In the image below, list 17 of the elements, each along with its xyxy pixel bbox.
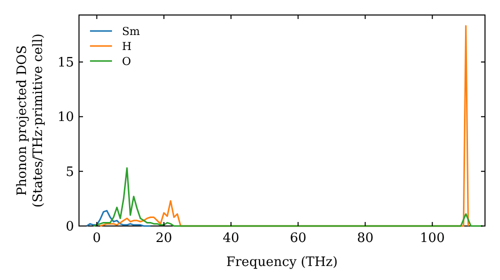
line-series (92, 167, 484, 227)
y-tick-label: 10 (57, 110, 74, 126)
legend-label: H (122, 40, 132, 53)
y-tick-label: 0 (66, 220, 74, 235)
line-series (86, 210, 152, 227)
y-tick-label: 15 (57, 56, 74, 71)
y-axis-title: Phonon projected DOS (States/THz·primitive cell) (15, 33, 46, 208)
x-tick-label: 0 (92, 231, 101, 246)
x-tick-label: 80 (356, 231, 374, 246)
legend-label: O (122, 54, 132, 68)
y-tick-label: 5 (66, 164, 74, 180)
x-tick-label: 60 (290, 231, 306, 246)
x-tick-label: 40 (222, 231, 240, 246)
x-axis-title: Frequency (THz) (226, 255, 338, 270)
x-tick-label: 100 (420, 231, 445, 246)
x-tick-label: 20 (156, 231, 172, 246)
legend-label: Sm (122, 24, 141, 38)
